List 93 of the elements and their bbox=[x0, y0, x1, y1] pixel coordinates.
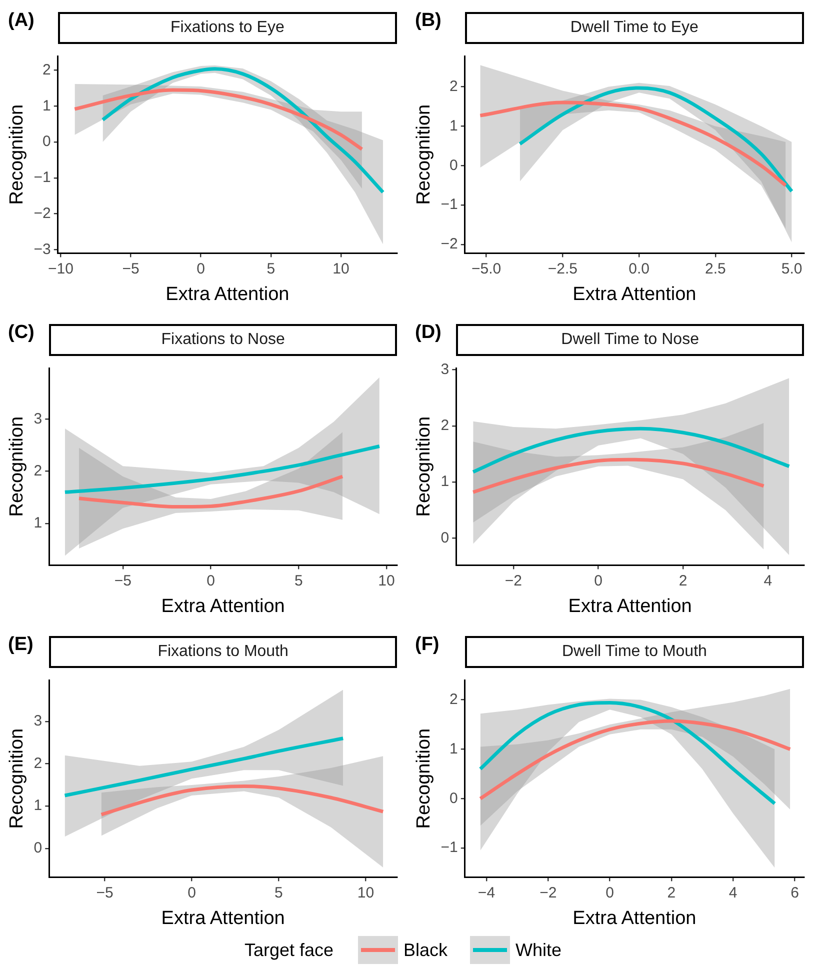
x-tick-label: 0 bbox=[206, 572, 215, 590]
x-tick-label: 0 bbox=[606, 884, 614, 902]
y-tick-label: −2 bbox=[440, 236, 458, 253]
line-series bbox=[478, 100, 788, 188]
legend-label: White bbox=[516, 940, 562, 960]
y-tick-label: 0 bbox=[34, 840, 42, 857]
line-series bbox=[77, 474, 344, 509]
y-axis-title: Recognition bbox=[414, 416, 435, 517]
text: (C) bbox=[8, 322, 34, 344]
y-axis-title: Recognition bbox=[6, 416, 28, 517]
line-series bbox=[471, 458, 766, 494]
y-axis-title: Recognition bbox=[6, 104, 28, 205]
line-series bbox=[471, 426, 791, 474]
text: (A) bbox=[8, 10, 34, 32]
text: (D) bbox=[415, 322, 442, 344]
x-tick-label: 0.0 bbox=[628, 260, 650, 278]
y-tick-label: −1 bbox=[34, 169, 51, 186]
x-axis-title: Extra Attention bbox=[166, 284, 290, 305]
line-series bbox=[63, 444, 382, 494]
y-axis-title: Recognition bbox=[414, 104, 435, 205]
x-tick-label: 0 bbox=[594, 572, 602, 590]
chart-title: Fixations to Eye bbox=[58, 12, 397, 44]
y-tick-label: 1 bbox=[42, 97, 51, 114]
x-axis-title: Extra Attention bbox=[161, 908, 285, 929]
text: (E) bbox=[8, 634, 34, 656]
x-tick-label: −2 bbox=[504, 572, 522, 590]
y-tick-label: 1 bbox=[34, 514, 42, 532]
y-tick-label: −1 bbox=[440, 196, 458, 214]
x-tick-label: 5 bbox=[294, 572, 303, 590]
y-tick-label: 2 bbox=[34, 754, 42, 772]
x-axis-title: Extra Attention bbox=[572, 284, 696, 305]
y-tick-label: −2 bbox=[34, 204, 51, 222]
line-series bbox=[63, 736, 345, 798]
text: (F) bbox=[415, 634, 440, 656]
x-tick-label: −10 bbox=[48, 260, 74, 278]
x-tick-label: −5 bbox=[96, 884, 114, 902]
legend-label: Black bbox=[404, 940, 448, 960]
y-tick-label: −1 bbox=[440, 839, 458, 856]
x-tick-label: 0 bbox=[196, 260, 205, 278]
y-tick-label: 1 bbox=[450, 117, 458, 134]
y-axis-title: Recognition bbox=[414, 728, 435, 829]
x-tick-label: −4 bbox=[478, 884, 496, 902]
x-tick-label: 2 bbox=[667, 884, 676, 902]
y-tick-label: 1 bbox=[450, 740, 458, 758]
x-tick-label: 4 bbox=[728, 884, 738, 902]
y-tick-label: 2 bbox=[450, 690, 458, 708]
line-series bbox=[478, 700, 776, 806]
x-tick-label: −5 bbox=[122, 260, 140, 278]
chart-title: Dwell Time to Eye bbox=[464, 12, 804, 44]
y-tick-label: 2 bbox=[440, 417, 450, 434]
x-tick-label: 10 bbox=[378, 572, 395, 590]
x-tick-label: 4 bbox=[764, 572, 772, 590]
y-tick-label: 2 bbox=[42, 61, 51, 78]
y-tick-label: −3 bbox=[34, 240, 51, 258]
line-series bbox=[518, 86, 794, 194]
y-tick-label: 1 bbox=[440, 473, 450, 490]
x-tick-label: 2.5 bbox=[704, 260, 726, 278]
y-tick-label: 0 bbox=[450, 156, 458, 174]
x-tick-label: −2.5 bbox=[548, 260, 578, 278]
x-tick-label: −5 bbox=[114, 572, 132, 590]
x-tick-label: 5 bbox=[274, 884, 283, 902]
y-tick-label: 2 bbox=[450, 78, 458, 95]
y-tick-label: 0 bbox=[42, 133, 51, 150]
chart-title: Dwell Time to Nose bbox=[456, 324, 804, 356]
y-tick-label: 3 bbox=[440, 360, 450, 378]
legend-title: Target face bbox=[244, 940, 334, 960]
y-tick-label: 2 bbox=[34, 462, 42, 480]
chart-title: Dwell Time to Mouth bbox=[464, 636, 804, 668]
x-tick-label: 2 bbox=[678, 572, 688, 590]
x-tick-label: 0 bbox=[188, 884, 196, 902]
line-series bbox=[478, 719, 792, 800]
x-axis-title: Extra Attention bbox=[568, 596, 692, 617]
line-series bbox=[72, 88, 364, 151]
line-series bbox=[100, 784, 385, 816]
x-tick-label: −2 bbox=[540, 884, 557, 902]
chart-title: Fixations to Mouth bbox=[49, 636, 397, 668]
x-tick-label: 5.0 bbox=[781, 260, 802, 278]
y-tick-label: 3 bbox=[34, 410, 42, 428]
x-axis-title: Extra Attention bbox=[161, 596, 285, 617]
chart-title: Fixations to Nose bbox=[49, 324, 397, 356]
x-tick-label: 5 bbox=[266, 260, 276, 278]
y-tick-label: 3 bbox=[34, 712, 42, 730]
y-tick-label: 0 bbox=[450, 790, 458, 807]
y-axis-title: Recognition bbox=[6, 728, 28, 829]
x-tick-label: 6 bbox=[790, 884, 799, 902]
line-series bbox=[100, 67, 385, 194]
y-tick-label: 0 bbox=[440, 529, 450, 546]
y-tick-label: 1 bbox=[34, 797, 42, 814]
text: (B) bbox=[415, 10, 442, 32]
x-tick-label: 10 bbox=[332, 260, 350, 278]
x-tick-label: −5.0 bbox=[471, 260, 502, 278]
x-axis-title: Extra Attention bbox=[572, 908, 696, 929]
x-tick-label: 10 bbox=[357, 884, 374, 902]
